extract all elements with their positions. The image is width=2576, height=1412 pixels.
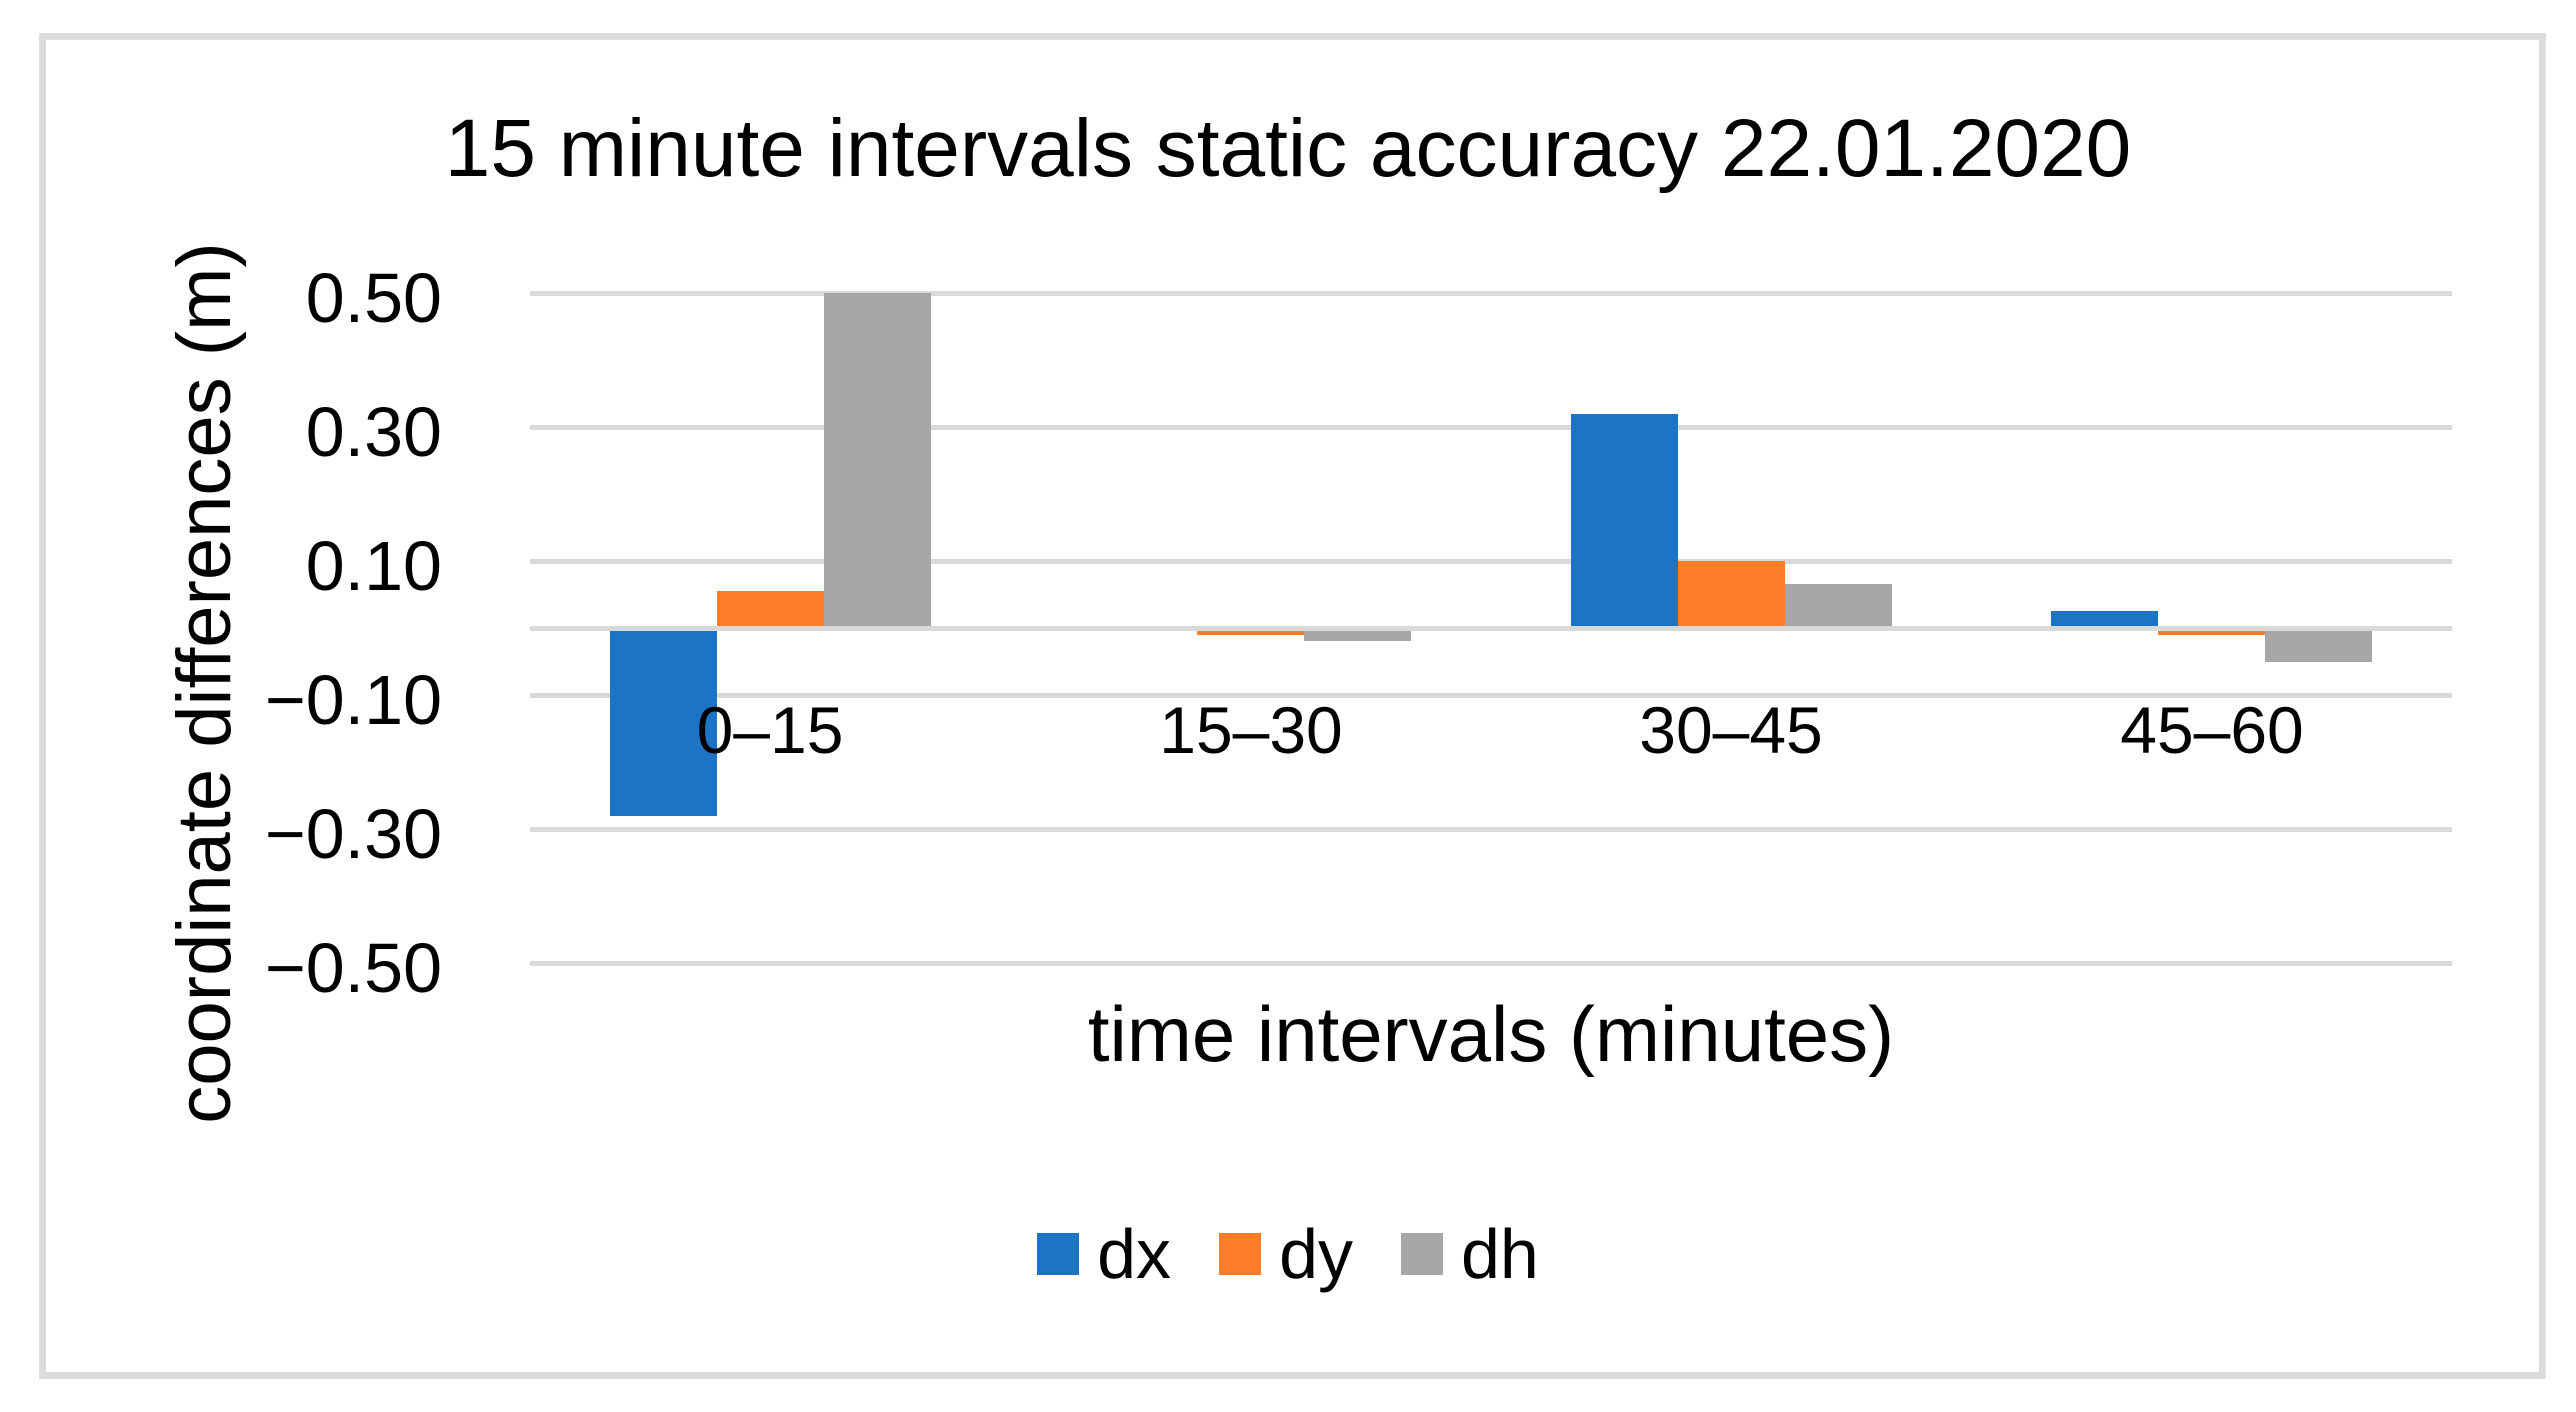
x-axis-line: [530, 626, 2452, 631]
gridline: [530, 827, 2452, 832]
y-tick-label: 0.50: [305, 259, 442, 337]
legend-item-dh: dh: [1401, 1216, 1539, 1292]
y-tick-label: 0.30: [305, 393, 442, 471]
legend-swatch-dy-icon: [1219, 1233, 1262, 1275]
legend-item-dy: dy: [1219, 1216, 1353, 1292]
y-tick-label: 0.10: [305, 527, 442, 605]
legend-item-dx: dx: [1037, 1216, 1171, 1292]
legend-swatch-dx-icon: [1037, 1233, 1080, 1275]
bar-dy-45–60: [2158, 628, 2265, 635]
y-tick-label: −0.10: [264, 661, 442, 739]
x-axis-title: time intervals (minutes): [1087, 990, 1895, 1078]
bar-dh-15–30: [1304, 628, 1411, 641]
legend-label-dx: dx: [1097, 1215, 1172, 1293]
gridline: [530, 425, 2452, 430]
bar-dx-0–15: [610, 628, 717, 816]
y-tick-label: −0.30: [264, 795, 442, 873]
legend-label-dh: dh: [1461, 1215, 1539, 1293]
gridline: [530, 961, 2452, 966]
bar-dh-30–45: [1785, 584, 1892, 628]
legend: dx dy dh: [0, 1216, 2576, 1292]
bar-dy-15–30: [1197, 628, 1304, 635]
legend-label-dy: dy: [1279, 1215, 1353, 1293]
x-category-label: 0–15: [696, 693, 844, 767]
figure-border: [39, 33, 2546, 1379]
gridline: [530, 693, 2452, 698]
chart-title: 15 minute intervals static accuracy 22.0…: [444, 103, 2132, 194]
bar-dx-30–45: [1571, 414, 1678, 628]
x-category-label: 30–45: [1639, 693, 1823, 767]
bar-dy-30–45: [1678, 561, 1785, 628]
legend-swatch-dh-icon: [1401, 1233, 1443, 1275]
bar-dy-0–15: [717, 591, 824, 628]
bar-dh-45–60: [2265, 628, 2372, 662]
y-tick-label: −0.50: [264, 929, 442, 1007]
bar-dx-45–60: [2051, 611, 2158, 628]
x-category-label: 15–30: [1159, 693, 1343, 767]
x-category-label: 45–60: [2120, 693, 2304, 767]
bar-dh-0–15: [824, 293, 931, 628]
gridline: [530, 559, 2452, 564]
gridline: [530, 291, 2452, 296]
